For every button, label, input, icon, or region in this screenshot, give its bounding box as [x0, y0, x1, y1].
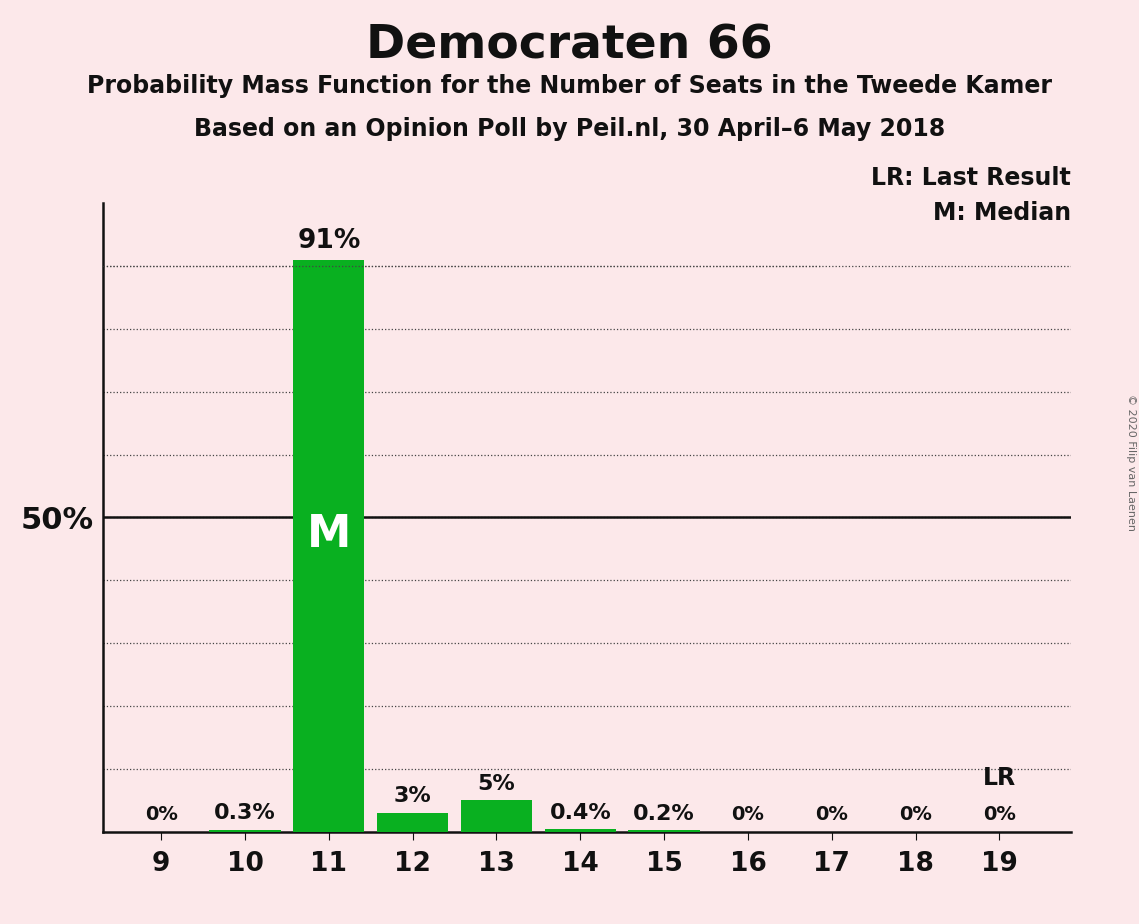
Text: M: M: [306, 513, 351, 555]
Text: 0%: 0%: [731, 805, 764, 824]
Text: 91%: 91%: [297, 227, 361, 253]
Bar: [293, 260, 364, 832]
Bar: [629, 831, 699, 832]
Text: LR: Last Result: LR: Last Result: [871, 166, 1071, 190]
Text: 0.3%: 0.3%: [214, 804, 276, 823]
Text: Democraten 66: Democraten 66: [366, 23, 773, 68]
Text: 0%: 0%: [145, 805, 178, 824]
Text: 0.2%: 0.2%: [633, 804, 695, 824]
Text: 0%: 0%: [899, 805, 932, 824]
Text: LR: LR: [983, 766, 1016, 790]
Text: 0%: 0%: [983, 805, 1016, 824]
Text: © 2020 Filip van Laenen: © 2020 Filip van Laenen: [1126, 394, 1136, 530]
Text: 3%: 3%: [394, 786, 432, 807]
Text: 5%: 5%: [477, 774, 515, 794]
Text: 0%: 0%: [816, 805, 849, 824]
Text: M: Median: M: Median: [933, 201, 1071, 225]
Text: Based on an Opinion Poll by Peil.nl, 30 April–6 May 2018: Based on an Opinion Poll by Peil.nl, 30 …: [194, 117, 945, 141]
Text: 0.4%: 0.4%: [549, 803, 612, 822]
Text: Probability Mass Function for the Number of Seats in the Tweede Kamer: Probability Mass Function for the Number…: [87, 74, 1052, 98]
Bar: [461, 800, 532, 832]
Bar: [544, 829, 616, 832]
Bar: [377, 813, 449, 832]
Bar: [210, 830, 280, 832]
